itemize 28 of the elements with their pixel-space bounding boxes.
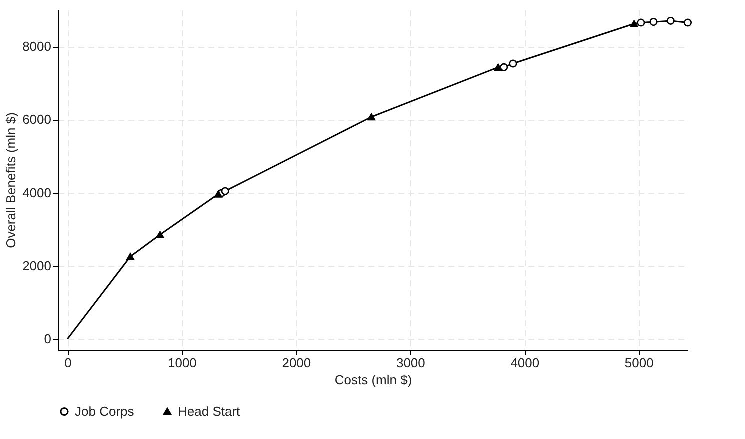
- y-tick-label: 4000: [22, 185, 52, 200]
- x-tick-label: 2000: [282, 356, 312, 370]
- point: [214, 190, 223, 198]
- y-tick-label: 6000: [22, 112, 52, 128]
- point: [630, 20, 638, 28]
- x-axis-title: Costs (mln $): [334, 372, 412, 388]
- point: [500, 63, 508, 72]
- x-tick-label: 3000: [396, 356, 426, 370]
- point: [156, 231, 164, 238]
- x-tick-label: 4000: [510, 356, 540, 370]
- point: [684, 18, 692, 27]
- y-axis-title: Overall Benefits (mln $): [4, 112, 19, 248]
- point: [637, 18, 646, 27]
- point: [666, 16, 675, 25]
- point: [509, 60, 518, 68]
- x-tick-label: 1000: [168, 356, 197, 370]
- legend-label: Job Corps: [75, 404, 135, 419]
- point: [650, 18, 658, 26]
- point: [368, 114, 376, 121]
- point: [126, 253, 135, 260]
- point: [221, 187, 230, 196]
- y-tick-label: 0: [44, 332, 52, 347]
- y-tick-label: 8000: [22, 39, 52, 54]
- legend-label: Head Start: [178, 404, 241, 419]
- y-tick-label: 2000: [22, 258, 52, 274]
- x-tick-label: 5000: [624, 356, 654, 370]
- point: [494, 64, 502, 71]
- x-tick-label: 0: [64, 356, 72, 370]
